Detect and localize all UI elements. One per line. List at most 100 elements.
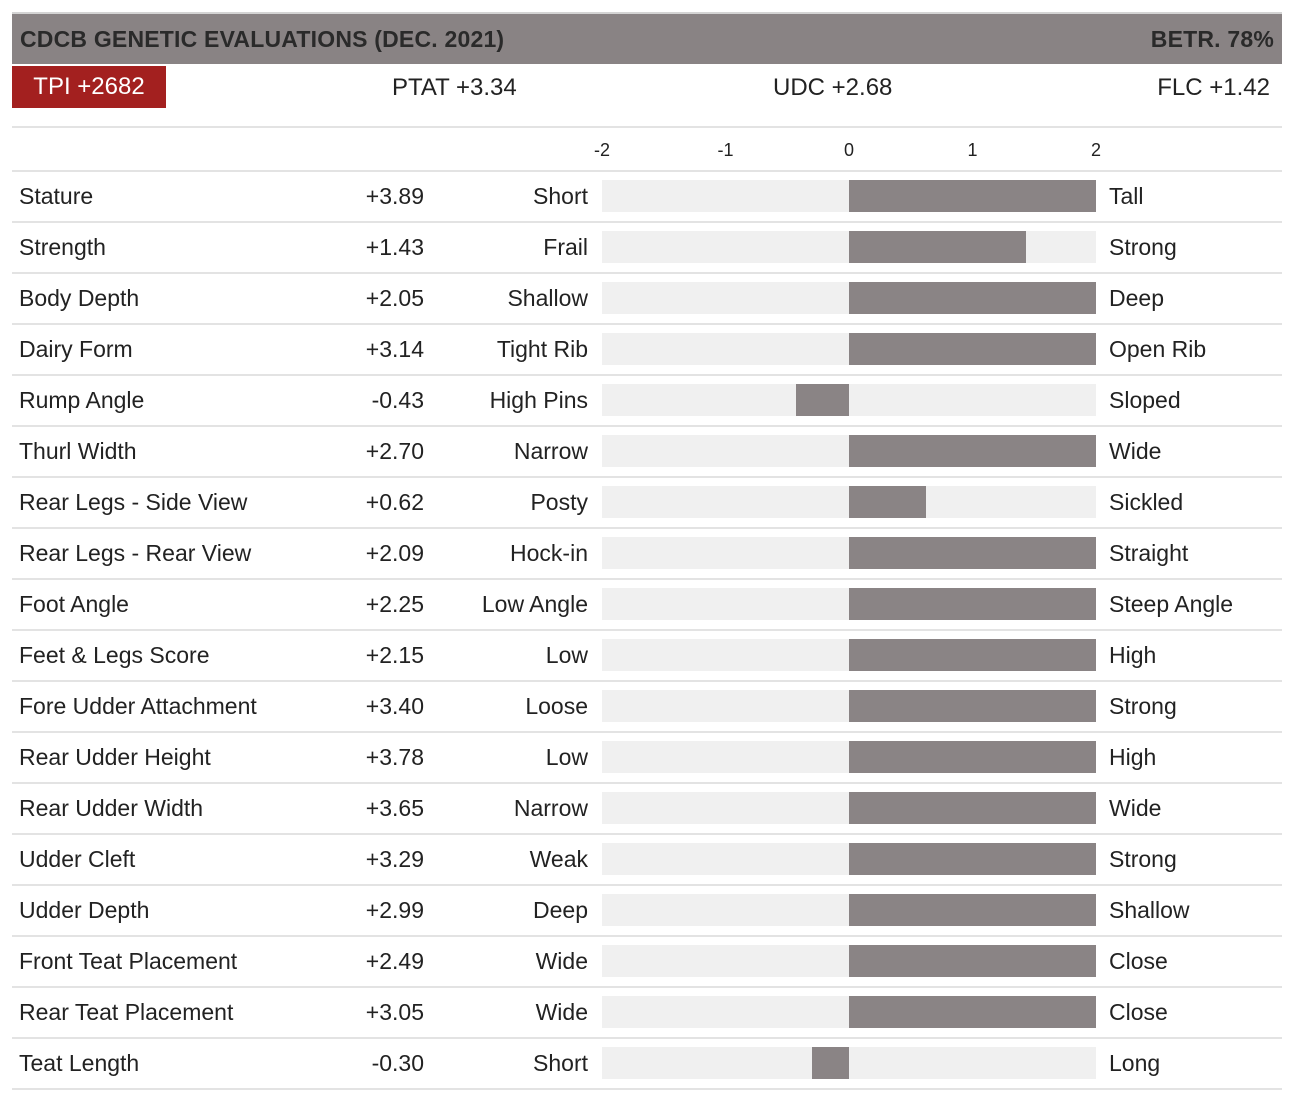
axis-tick-label: 0 [843, 140, 855, 160]
trait-row: Rear Legs - Side View +0.62 Posty Sickled [12, 478, 1282, 529]
trait-row: Foot Angle +2.25 Low Angle Steep Angle [12, 580, 1282, 631]
bar-track [602, 588, 1096, 620]
trait-row: Stature +3.89 Short Tall [12, 172, 1282, 223]
axis-tick-label: 1 [967, 140, 978, 160]
trait-name: Feet & Legs Score [19, 642, 210, 668]
high-end-label: Shallow [1109, 897, 1190, 923]
axis-tick-label: 2 [1090, 140, 1102, 160]
low-end-label: Wide [535, 999, 588, 1025]
tpi-badge: TPI +2682 [12, 66, 166, 108]
trait-bar [849, 333, 1096, 365]
trait-row: Strength +1.43 Frail Strong [12, 223, 1282, 274]
high-end-label: Wide [1109, 795, 1162, 821]
trait-name: Thurl Width [19, 438, 137, 464]
high-end-label: High [1109, 642, 1157, 668]
bar-track [602, 690, 1096, 722]
trait-name: Udder Cleft [19, 846, 136, 872]
trait-bar [849, 231, 1026, 263]
bar-track [602, 282, 1096, 314]
trait-rows: Stature +3.89 Short Tall Strength +1.43 Frail S… [12, 172, 1282, 1090]
trait-bar [795, 384, 849, 416]
trait-row: Feet & Legs Score +2.15 Low High [12, 631, 1282, 682]
trait-value: +3.78 [365, 744, 424, 770]
bar-track [602, 180, 1096, 212]
low-end-label: Short [533, 183, 588, 209]
low-end-label: Short [533, 1050, 588, 1076]
trait-name: Rear Udder Width [19, 795, 204, 821]
high-end-label: Sickled [1109, 489, 1184, 515]
trait-value: +2.49 [365, 948, 424, 974]
trait-row: Dairy Form +3.14 Tight Rib Open Rib [12, 325, 1282, 376]
low-end-label: Low [545, 744, 588, 770]
trait-name: Udder Depth [19, 897, 150, 923]
trait-bar [849, 894, 1096, 926]
trait-row: Udder Depth +2.99 Deep Shallow [12, 886, 1282, 937]
trait-row: Rear Teat Placement +3.05 Wide Close [12, 988, 1282, 1039]
bar-track [602, 537, 1096, 569]
high-end-label: Wide [1109, 438, 1162, 464]
trait-value: +2.99 [365, 897, 424, 923]
trait-value: +2.05 [365, 285, 424, 311]
trait-value: +2.25 [365, 591, 424, 617]
high-end-label: Tall [1109, 183, 1144, 209]
low-end-label: Narrow [513, 438, 588, 464]
axis-tick-label: -2 [593, 140, 611, 160]
bar-track [602, 639, 1096, 671]
low-end-label: Wide [535, 948, 588, 974]
trait-bar [849, 639, 1096, 671]
high-end-label: High [1109, 744, 1157, 770]
low-end-label: Low Angle [481, 591, 588, 617]
low-end-label: Loose [525, 693, 588, 719]
trait-bar [849, 996, 1096, 1028]
trait-row: Front Teat Placement +2.49 Wide Close [12, 937, 1282, 988]
high-end-label: Strong [1109, 693, 1177, 719]
bar-track [602, 231, 1096, 263]
summary-row: TPI +2682 PTAT +3.34 UDC +2.68 FLC +1.42 [12, 64, 1282, 128]
trait-value: +2.70 [365, 438, 424, 464]
bar-track [602, 843, 1096, 875]
trait-bar [849, 180, 1096, 212]
low-end-label: Frail [543, 234, 588, 260]
axis-tick-label: -1 [717, 140, 734, 160]
trait-row: Rump Angle -0.43 High Pins Sloped [12, 376, 1282, 427]
low-end-label: Weak [529, 846, 588, 872]
bar-track [602, 996, 1096, 1028]
low-end-label: Hock-in [510, 540, 588, 566]
bar-track [602, 384, 1096, 416]
trait-value: +3.29 [365, 846, 424, 872]
ptat-value: PTAT +3.34 [392, 74, 517, 101]
trait-bar [849, 843, 1096, 875]
bar-track [602, 792, 1096, 824]
trait-row: Rear Legs - Rear View +2.09 Hock-in Straigh… [12, 529, 1282, 580]
trait-value: +3.14 [365, 336, 424, 362]
high-end-label: Long [1109, 1050, 1161, 1076]
trait-bar [849, 945, 1096, 977]
low-end-label: Tight Rib [496, 336, 588, 362]
high-end-label: Close [1109, 948, 1168, 974]
low-end-label: High Pins [489, 387, 588, 413]
trait-bar [849, 282, 1096, 314]
panel-header: CDCB GENETIC EVALUATIONS (DEC. 2021) BET… [12, 12, 1282, 64]
trait-row: Thurl Width +2.70 Narrow Wide [12, 427, 1282, 478]
trait-bar [849, 588, 1096, 620]
trait-row: Udder Cleft +3.29 Weak Strong [12, 835, 1282, 886]
trait-value: +2.09 [365, 540, 424, 566]
low-end-label: Low [545, 642, 588, 668]
high-end-label: Open Rib [1109, 336, 1207, 362]
trait-bar [849, 537, 1096, 569]
axis-ticks: -2 -1 0 1 2 [12, 128, 1282, 172]
flc-value: FLC +1.42 [1157, 74, 1270, 101]
bar-track [602, 945, 1096, 977]
high-end-label: Close [1109, 999, 1168, 1025]
trait-value: +3.05 [365, 999, 424, 1025]
trait-row: Rear Udder Width +3.65 Narrow Wide [12, 784, 1282, 835]
low-end-label: Shallow [507, 285, 588, 311]
trait-name: Rear Legs - Rear View [19, 540, 252, 566]
trait-row: Teat Length -0.30 Short Long [12, 1039, 1282, 1090]
high-end-label: Deep [1109, 285, 1164, 311]
trait-value: +1.43 [365, 234, 424, 260]
trait-value: +0.62 [365, 489, 424, 515]
trait-value: +3.40 [365, 693, 424, 719]
high-end-label: Steep Angle [1109, 591, 1234, 617]
trait-bar [849, 792, 1096, 824]
